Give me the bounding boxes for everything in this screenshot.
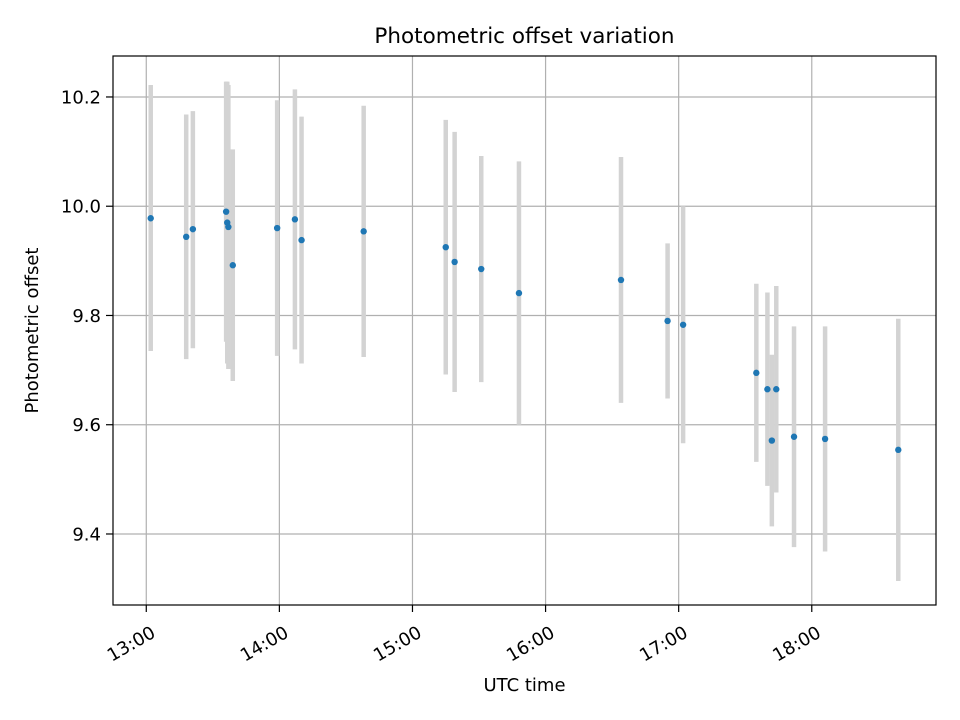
data-point: [222, 208, 230, 215]
data-point: [821, 435, 829, 443]
data-point: [478, 265, 485, 273]
data-point: [273, 224, 281, 232]
y-tick-label: 10.2: [61, 87, 101, 108]
data-point: [664, 317, 671, 325]
y-axis-ticks: 9.4 9.6 9.8 10.0 10.2: [61, 87, 113, 545]
data-point: [768, 437, 776, 444]
chart-title: Photometric offset variation: [374, 24, 674, 49]
y-tick-label: 9.8: [72, 306, 101, 327]
data-point: [451, 258, 458, 266]
data-point: [753, 369, 760, 377]
y-tick-label: 10.0: [61, 197, 101, 218]
data-point: [183, 233, 190, 241]
data-point: [773, 386, 780, 393]
y-tick-label: 9.4: [72, 524, 101, 545]
data-point: [229, 262, 236, 269]
data-point: [360, 228, 367, 235]
y-axis-label: Photometric offset: [22, 248, 43, 414]
data-point: [442, 243, 449, 251]
data-point: [298, 236, 305, 244]
data-point: [895, 446, 902, 454]
y-tick-label: 9.6: [72, 415, 101, 436]
data-point: [147, 215, 154, 222]
data-point: [764, 386, 771, 393]
data-point: [225, 223, 232, 231]
plot-frame: [112, 55, 937, 606]
data-point: [790, 433, 798, 440]
data-point: [679, 321, 687, 328]
data-point: [189, 225, 197, 233]
data-point: [515, 289, 523, 297]
data-points: [147, 208, 902, 454]
data-point: [617, 276, 625, 284]
data-point: [291, 216, 299, 223]
x-axis-label: UTC time: [483, 675, 565, 696]
